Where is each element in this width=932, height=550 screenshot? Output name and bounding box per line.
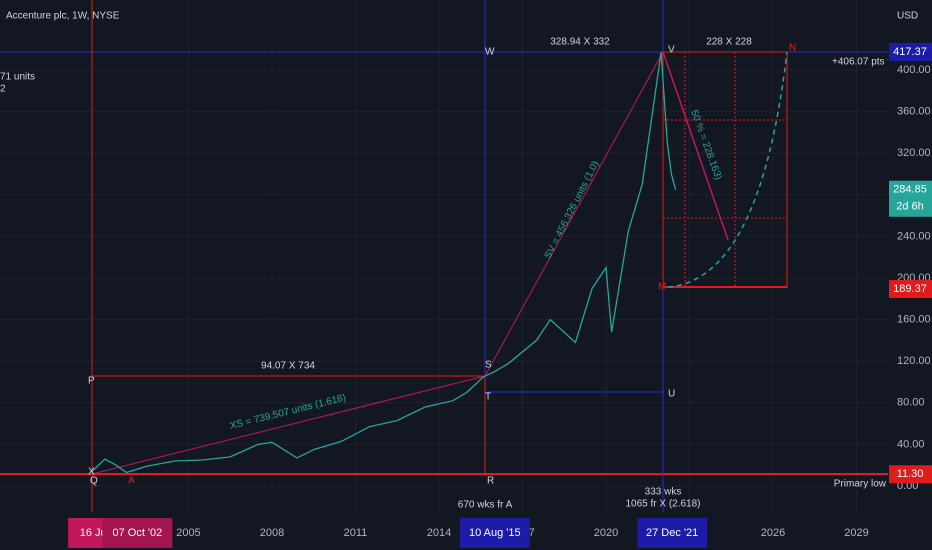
price-line	[91, 52, 677, 474]
annotation: 228 X 228	[706, 37, 752, 48]
y-tick-label: 360.00	[897, 105, 931, 117]
chart-title: Accenture plc, 1W, NYSE	[6, 11, 120, 22]
annotation: +406.07 pts fr A	[832, 57, 903, 68]
date-marker-label: 07 Oct '02	[112, 527, 162, 539]
price-marker	[889, 465, 932, 484]
annotation: M	[658, 282, 666, 293]
annotation: 670 wks fr A	[458, 500, 513, 511]
date-marker	[459, 518, 530, 548]
annotation: U	[668, 389, 675, 400]
x-tick-label: 2014	[427, 527, 451, 539]
annotation: 1065 fr X (2.618)	[625, 499, 700, 510]
annotation: V	[668, 45, 675, 56]
date-marker-label: 10 Aug '15	[469, 527, 521, 539]
annotation: W	[485, 47, 495, 58]
annotation: P	[88, 376, 95, 387]
annotation: N	[789, 43, 796, 54]
annotation: Primary low	[834, 479, 887, 490]
y-tick-label: 40.00	[897, 438, 925, 450]
y-tick-label: 400.00	[897, 64, 931, 76]
annotation: R	[487, 476, 494, 487]
price-marker	[889, 180, 932, 217]
x-tick-label: 2005	[176, 527, 200, 539]
annotation: A	[128, 476, 135, 487]
drawings	[0, 0, 888, 512]
price-marker	[889, 280, 932, 299]
annotation: 328.94 X 332	[550, 37, 610, 48]
price-marker	[889, 42, 932, 61]
x-tick-label: 2026	[761, 527, 785, 539]
x-tick-label: 2029	[844, 527, 868, 539]
price-axis	[888, 0, 932, 512]
price-marker-note: 2d 6h	[896, 201, 924, 213]
annotation: 2	[0, 84, 6, 95]
date-marker-label: 27 Dec '21	[646, 527, 698, 539]
price-marker-label: 417.37	[893, 46, 927, 58]
date-marker	[637, 518, 708, 548]
date-marker	[102, 518, 173, 548]
y-tick-label: 80.00	[897, 397, 925, 409]
price-marker-label: 189.37	[893, 283, 927, 295]
y-tick-label: 320.00	[897, 147, 931, 159]
annotation: X	[88, 467, 95, 478]
annotation: Q	[90, 476, 98, 487]
currency: USD	[897, 11, 918, 22]
y-tick-label: 160.00	[897, 314, 931, 326]
grid	[0, 0, 888, 512]
annotation: 71 units	[0, 72, 35, 83]
x-tick-label: 2008	[260, 527, 284, 539]
annotation: 333 wks	[645, 487, 682, 498]
y-tick-label: 240.00	[897, 230, 931, 242]
annotation: 94.07 X 734	[261, 361, 315, 372]
x-tick-label: 2020	[594, 527, 618, 539]
axes: 0.0040.0080.00120.00160.00200.00240.0028…	[68, 42, 932, 548]
annotation: T	[485, 392, 491, 403]
price-marker-label: 11.30	[897, 468, 924, 480]
y-tick-label: 120.00	[897, 355, 931, 367]
annotation: S	[485, 360, 492, 371]
x-tick-label: 2011	[344, 527, 368, 539]
price-marker-label: 284.85	[893, 184, 927, 196]
